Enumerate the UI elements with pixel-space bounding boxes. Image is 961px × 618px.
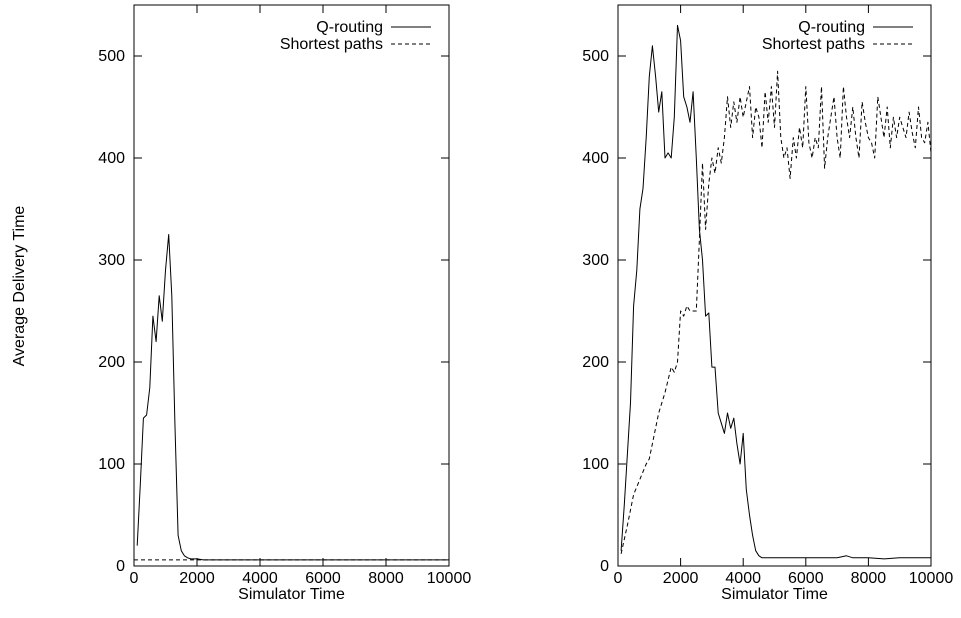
y-tick-label: 100 xyxy=(98,456,125,473)
x-tick-label: 10000 xyxy=(909,570,954,587)
x-tick-label: 2000 xyxy=(663,570,699,587)
legend-label-q-routing: Q-routing xyxy=(316,19,383,36)
y-tick-label: 200 xyxy=(582,354,609,371)
x-tick-label: 10000 xyxy=(427,570,472,587)
y-tick-label: 500 xyxy=(98,48,125,65)
x-tick-label: 0 xyxy=(614,570,623,587)
x-tick-label: 2000 xyxy=(179,570,215,587)
y-tick-label: 500 xyxy=(582,48,609,65)
x-tick-label: 8000 xyxy=(368,570,404,587)
x-tick-label: 4000 xyxy=(725,570,761,587)
x-axis-label: Simulator Time xyxy=(721,586,828,603)
x-tick-label: 6000 xyxy=(788,570,824,587)
y-tick-label: 200 xyxy=(98,354,125,371)
legend-label-shortest-paths: Shortest paths xyxy=(280,36,383,53)
series-line-q-routing xyxy=(136,234,449,561)
y-tick-label: 0 xyxy=(600,558,609,575)
x-tick-label: 0 xyxy=(130,570,139,587)
y-axis-label: Average Delivery Time xyxy=(11,206,28,367)
x-axis-label: Simulator Time xyxy=(238,586,345,603)
legend-label-q-routing: Q-routing xyxy=(798,19,865,36)
x-tick-label: 6000 xyxy=(305,570,341,587)
y-tick-label: 300 xyxy=(98,252,125,269)
series-line-shortest-paths xyxy=(620,70,932,554)
y-tick-label: 300 xyxy=(582,252,609,269)
left-chart-panel: 0 2000 4000 6000 8000 10000 0 100 200 300 400 500 Si… xyxy=(98,4,472,603)
legend-label-shortest-paths: Shortest paths xyxy=(762,36,865,53)
y-tick-label: 0 xyxy=(116,558,125,575)
y-tick-label: 400 xyxy=(98,150,125,167)
right-chart-panel: 0 2000 4000 6000 8000 10000 0 100 200 300 400 500 Si… xyxy=(582,4,954,603)
y-tick-label: 100 xyxy=(582,456,609,473)
plot-frame xyxy=(617,4,932,567)
x-tick-label: 4000 xyxy=(242,570,278,587)
plot-frame xyxy=(133,4,450,567)
series-line-q-routing xyxy=(620,24,931,560)
y-tick-label: 400 xyxy=(582,150,609,167)
x-tick-label: 8000 xyxy=(851,570,887,587)
